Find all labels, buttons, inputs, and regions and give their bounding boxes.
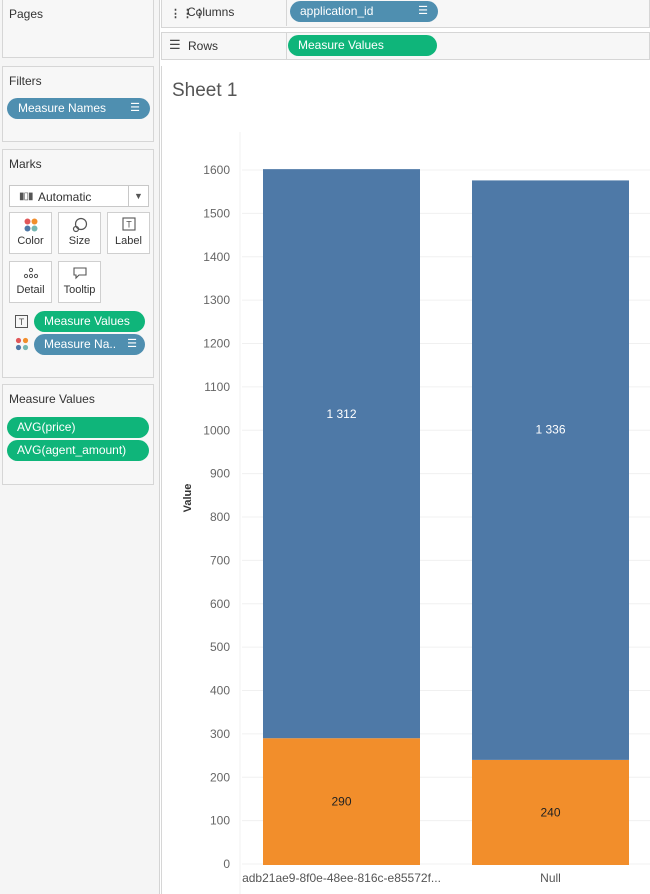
detail-button[interactable]: Detail <box>9 261 52 303</box>
columns-shelf[interactable]: ⋮⋮⋮ Columns application_id ☰ <box>161 0 650 28</box>
pages-card: Pages <box>2 0 154 58</box>
pages-title: Pages <box>9 7 44 21</box>
columns-pill-application-id[interactable]: application_id ☰ <box>290 1 438 22</box>
y-tick-label: 1500 <box>203 206 230 220</box>
bar-segment-agent-amount <box>263 738 420 865</box>
y-tick-label: 0 <box>223 857 230 871</box>
y-axis-title: Value <box>182 484 194 513</box>
data-label: 290 <box>331 795 351 809</box>
color-encoding-text: Measure Na.. <box>44 337 117 351</box>
size-button[interactable]: Size <box>58 212 101 254</box>
size-icon <box>59 213 100 235</box>
mark-type-value: Automatic <box>38 190 92 204</box>
rows-icon: ☰ <box>169 37 181 52</box>
tooltip-label: Tooltip <box>63 284 96 296</box>
label-label: Label <box>115 235 142 247</box>
color-label: Color <box>17 235 44 247</box>
rows-label: Rows <box>188 39 219 53</box>
color-encoding-icon <box>15 337 29 354</box>
color-encoding-pill[interactable]: Measure Na.. ☰ <box>34 334 145 355</box>
measure-values-title: Measure Values <box>9 392 95 406</box>
svg-text:T: T <box>126 220 132 230</box>
columns-icon: ⋮⋮⋮ <box>170 8 206 20</box>
color-button[interactable]: Color <box>9 212 52 254</box>
sheet-view: Sheet 1 0 100 200 300 400 500 600 700 800 900 1000… <box>161 66 650 894</box>
rows-pill-measure-values[interactable]: Measure Values <box>288 35 437 56</box>
left-panel: Pages Filters Measure Names ☰ Marks ▮▯▮ … <box>0 0 160 894</box>
sheet-title[interactable]: Sheet 1 <box>172 80 238 101</box>
bar-chart: 0 100 200 300 400 500 600 700 800 900 1000 1100 1200… <box>182 132 650 894</box>
y-tick-label: 500 <box>210 640 230 654</box>
y-tick-label: 1000 <box>203 423 230 437</box>
marks-card: Marks ▮▯▮ Automatic ▼ Color Size T Label <box>2 149 154 378</box>
bar-segment-agent-amount <box>472 759 629 865</box>
filters-card: Filters Measure Names ☰ <box>2 66 154 142</box>
y-tick-label: 600 <box>210 597 230 611</box>
y-tick-label: 1300 <box>203 293 230 307</box>
columns-label: Columns <box>187 5 235 19</box>
rows-shelf[interactable]: ☰ Rows Measure Values <box>161 32 650 60</box>
color-icon <box>10 213 51 235</box>
marks-title: Marks <box>9 157 42 171</box>
y-tick-label: 100 <box>210 814 230 828</box>
y-tick-label: 400 <box>210 684 230 698</box>
measure-values-card: Measure Values AVG(price) AVG(agent_amou… <box>2 384 154 485</box>
y-tick-label: 200 <box>210 770 230 784</box>
sort-icon: ☰ <box>418 5 428 17</box>
y-tick-label: 800 <box>210 510 230 524</box>
data-label: 240 <box>540 805 560 819</box>
shelf-divider <box>286 0 287 26</box>
columns-pill-label: application_id <box>300 4 374 18</box>
mark-type-select[interactable]: ▮▯▮ Automatic ▼ <box>9 185 149 207</box>
text-label-icon: T <box>108 213 149 235</box>
label-encoding-text: Measure Values <box>44 314 130 328</box>
filter-pill-measure-names[interactable]: Measure Names ☰ <box>7 98 150 119</box>
filters-title: Filters <box>9 74 42 88</box>
label-button[interactable]: T Label <box>107 212 150 254</box>
x-tick-label: adb21ae9-8f0e-48ee-816c-e85572f... <box>242 871 441 885</box>
shelf-divider <box>286 33 287 59</box>
size-label: Size <box>68 235 91 247</box>
sort-icon: ☰ <box>130 102 140 114</box>
tooltip-icon <box>59 262 100 284</box>
chevron-down-icon[interactable]: ▼ <box>128 186 148 206</box>
y-tick-label: 1400 <box>203 250 230 264</box>
y-tick-label: 1200 <box>203 337 230 351</box>
label-encoding-pill[interactable]: Measure Values <box>34 311 145 332</box>
y-tick-label: 300 <box>210 727 230 741</box>
bar-segment-price <box>263 169 420 739</box>
y-tick-label: 1100 <box>204 380 230 394</box>
measure-pill-price[interactable]: AVG(price) <box>7 417 149 438</box>
filter-pill-label: Measure Names <box>18 101 107 115</box>
detail-icon <box>10 262 51 284</box>
tooltip-button[interactable]: Tooltip <box>58 261 101 303</box>
x-tick-label: Null <box>540 871 561 885</box>
detail-label: Detail <box>16 284 45 296</box>
y-tick-label: 1600 <box>203 163 230 177</box>
rows-pill-label: Measure Values <box>298 38 384 52</box>
data-label: 1 336 <box>535 423 565 437</box>
data-label: 1 312 <box>326 407 356 421</box>
bar-chart-icon: ▮▯▮ <box>19 191 33 202</box>
measure-pill-agent-amount[interactable]: AVG(agent_amount) <box>7 440 149 461</box>
bar-segment-price <box>472 180 629 760</box>
svg-text:T: T <box>19 317 25 327</box>
measure-pill-label: AVG(agent_amount) <box>17 443 127 457</box>
y-tick-label: 700 <box>210 553 230 567</box>
measure-pill-label: AVG(price) <box>17 420 76 434</box>
sort-icon: ☰ <box>127 338 137 350</box>
y-tick-label: 900 <box>210 467 230 481</box>
text-encoding-icon: T <box>15 315 28 331</box>
